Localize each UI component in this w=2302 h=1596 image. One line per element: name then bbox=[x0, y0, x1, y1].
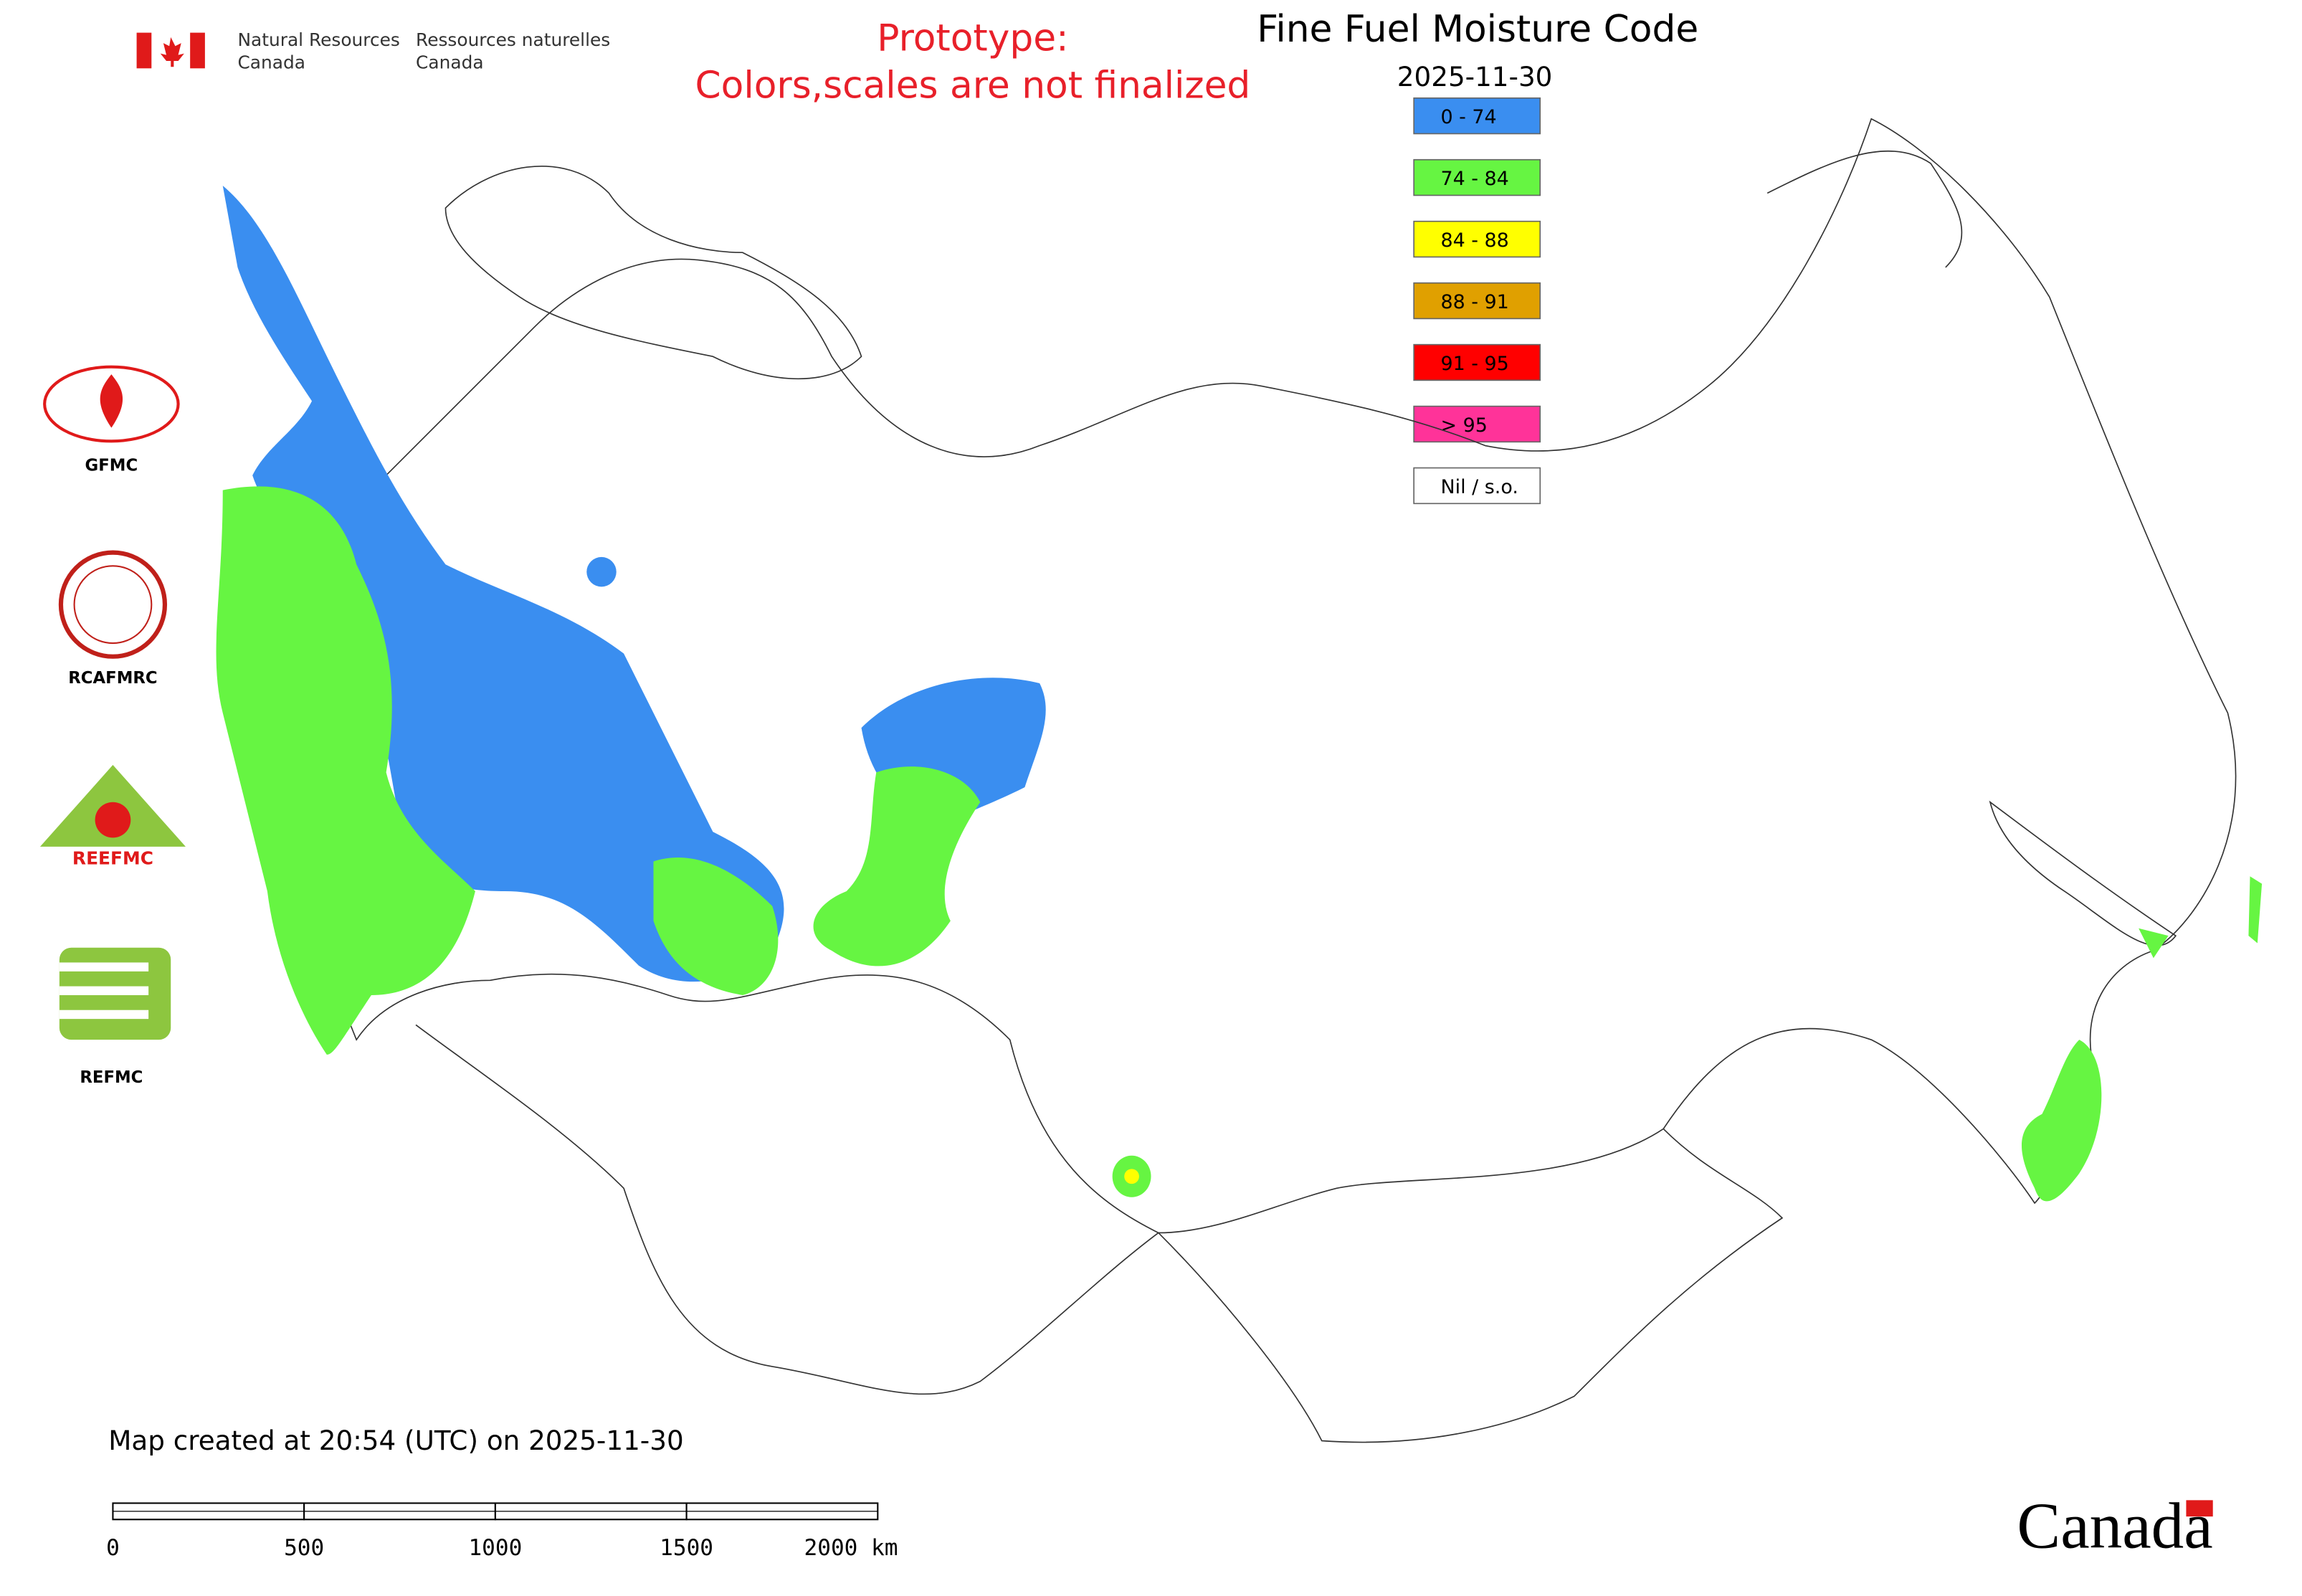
created-note: Map created at 20:54 (UTC) on 2025-11-30 bbox=[108, 1425, 683, 1456]
legend-swatch bbox=[1413, 220, 1541, 258]
agency-en: Canada bbox=[237, 52, 305, 72]
logo-reefmc bbox=[39, 764, 186, 847]
map-title: Fine Fuel Moisture Code bbox=[1257, 8, 1698, 51]
ffmc-region bbox=[813, 766, 981, 966]
prototype-notice: Prototype: bbox=[877, 16, 1068, 60]
coastline bbox=[1989, 800, 2177, 946]
map bbox=[216, 118, 2263, 1443]
legend-swatch bbox=[1413, 343, 1541, 381]
legend-label: 0 - 74 bbox=[1440, 106, 1496, 128]
legend-label: > 95 bbox=[1440, 414, 1487, 437]
agency-en: Natural Resources bbox=[237, 29, 399, 50]
logo-label: GFMC bbox=[85, 457, 138, 475]
legend-swatch bbox=[1413, 158, 1541, 196]
ffmc-region bbox=[1124, 1169, 1139, 1184]
agency-fr: Canada bbox=[416, 52, 484, 72]
scale-label: 0 bbox=[106, 1535, 120, 1561]
legend-swatch bbox=[1413, 97, 1541, 135]
logo-label: REEFMC bbox=[72, 848, 153, 869]
logo-rcafmrc bbox=[58, 550, 168, 659]
scale-bar: 0 500 1000 1500 2000 km bbox=[106, 1502, 898, 1561]
scale-label: 1000 bbox=[468, 1535, 522, 1561]
logo-gfmc bbox=[43, 365, 180, 443]
legend-swatch bbox=[1413, 282, 1541, 320]
legend-label: 91 - 95 bbox=[1440, 353, 1508, 375]
legend-label: 84 - 88 bbox=[1440, 229, 1508, 252]
legend-label: 74 - 84 bbox=[1440, 168, 1508, 190]
country-outline bbox=[415, 1024, 1784, 1443]
flag bbox=[136, 32, 205, 69]
scale-label: 500 bbox=[284, 1535, 324, 1561]
agency-fr: Ressources naturelles bbox=[416, 29, 610, 50]
coastline bbox=[444, 165, 862, 380]
scale-label: 1500 bbox=[660, 1535, 713, 1561]
prototype-notice: Colors,scales are not finalized bbox=[695, 65, 1251, 108]
canada-wordmark: Canada bbox=[2017, 1490, 2212, 1562]
ffmc-region bbox=[222, 185, 784, 982]
map-date: 2025-11-30 bbox=[1397, 61, 1553, 92]
logo-label: RCAFMRC bbox=[68, 669, 157, 688]
legend: 0 - 74 74 - 84 84 - 88 88 - 91 91 - 95 > 95 Ni… bbox=[1413, 97, 1541, 505]
legend-swatch bbox=[1413, 467, 1541, 505]
logo-refmc bbox=[59, 947, 171, 1040]
ffmc-region bbox=[216, 486, 475, 1055]
legend-label: Nil / s.o. bbox=[1440, 476, 1518, 498]
wordmark-flag bbox=[2186, 1500, 2213, 1517]
legend-label: 88 - 91 bbox=[1440, 291, 1508, 313]
ffmc-region bbox=[586, 556, 617, 587]
coastline bbox=[1766, 150, 1963, 268]
ffmc-region bbox=[2021, 1040, 2102, 1202]
logo-label: REFMC bbox=[80, 1068, 143, 1087]
ffmc-region bbox=[2139, 876, 2263, 959]
scale-label: 2000 km bbox=[804, 1535, 898, 1561]
ffmc-region bbox=[653, 858, 779, 996]
country-outline bbox=[269, 118, 2237, 1234]
